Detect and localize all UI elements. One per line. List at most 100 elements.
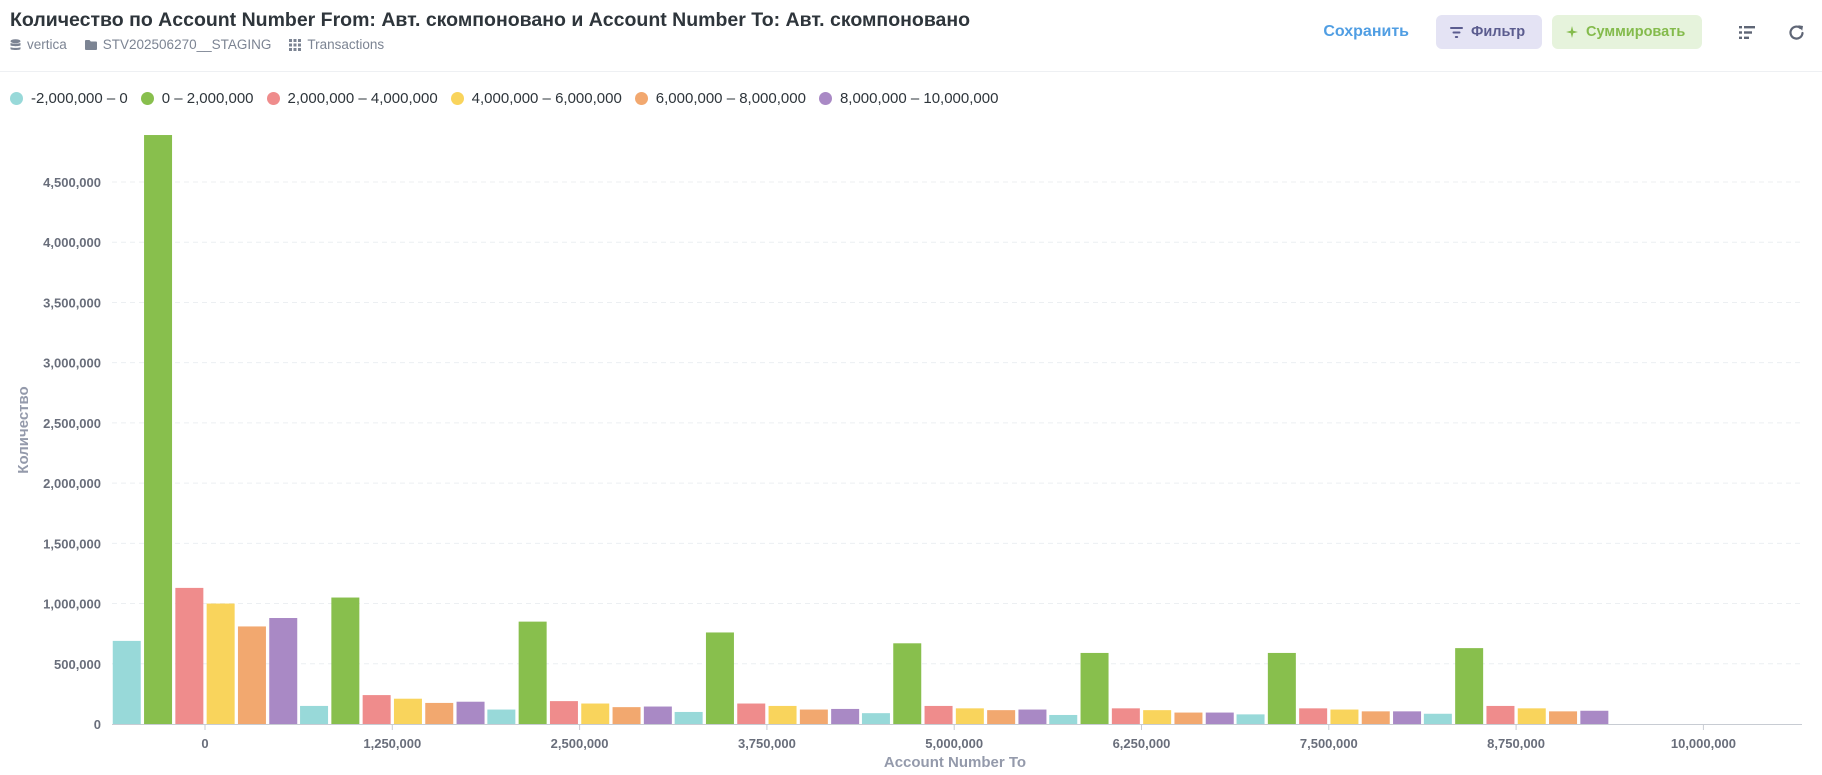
- x-tick-label: 7,500,000: [1300, 736, 1358, 751]
- bar[interactable]: [1423, 713, 1452, 724]
- filter-button[interactable]: Фильтр: [1436, 15, 1542, 49]
- chart-bars: [112, 135, 1609, 724]
- legend-label: 0 – 2,000,000: [161, 90, 254, 107]
- y-tick-label: 1,000,000: [43, 597, 101, 612]
- legend-label: 2,000,000 – 4,000,000: [287, 90, 438, 107]
- bar[interactable]: [1267, 652, 1296, 724]
- view-list-button[interactable]: [1736, 21, 1758, 43]
- legend-label: 8,000,000 – 10,000,000: [839, 90, 999, 107]
- x-tick-label: 10,000,000: [1671, 736, 1736, 751]
- bar[interactable]: [955, 708, 984, 724]
- bar[interactable]: [175, 587, 204, 724]
- bar[interactable]: [1018, 709, 1047, 724]
- legend-dot: [818, 92, 832, 105]
- bar[interactable]: [768, 705, 797, 724]
- y-tick-label: 2,500,000: [43, 416, 101, 431]
- legend-dot: [450, 92, 464, 105]
- bar[interactable]: [737, 703, 766, 724]
- bar[interactable]: [1580, 710, 1609, 724]
- page-header: Количество по Account Number From: Авт. …: [0, 0, 1822, 72]
- bar[interactable]: [487, 709, 516, 724]
- breadcrumb-label: Transactions: [307, 37, 385, 52]
- legend-label: -2,000,000 – 0: [31, 90, 128, 107]
- bar[interactable]: [425, 702, 454, 724]
- bar[interactable]: [643, 706, 672, 724]
- breadcrumb-table[interactable]: Transactions: [289, 37, 384, 52]
- legend-item[interactable]: 8,000,000 – 10,000,000: [818, 90, 999, 107]
- bar[interactable]: [1111, 708, 1140, 724]
- bar[interactable]: [269, 618, 298, 724]
- legend-item[interactable]: 4,000,000 – 6,000,000: [450, 90, 622, 107]
- bar[interactable]: [206, 603, 235, 724]
- bar[interactable]: [924, 705, 953, 724]
- bar[interactable]: [861, 713, 890, 724]
- bar[interactable]: [831, 708, 860, 724]
- legend-item[interactable]: 6,000,000 – 8,000,000: [634, 90, 806, 107]
- y-tick-label: 1,500,000: [43, 536, 101, 551]
- folder-icon: [84, 39, 97, 50]
- bar[interactable]: [362, 695, 391, 724]
- breadcrumb-label: vertica: [27, 37, 67, 52]
- bar[interactable]: [1549, 711, 1578, 724]
- breadcrumb-database[interactable]: vertica: [10, 37, 67, 52]
- save-button[interactable]: Сохранить: [1323, 23, 1409, 40]
- bar[interactable]: [1143, 710, 1172, 724]
- summarize-button[interactable]: Суммировать: [1552, 15, 1702, 49]
- bar[interactable]: [393, 698, 422, 724]
- bar[interactable]: [1299, 708, 1328, 724]
- bar[interactable]: [1393, 711, 1422, 724]
- bar[interactable]: [300, 705, 329, 724]
- bar[interactable]: [549, 701, 578, 724]
- bar[interactable]: [705, 632, 734, 724]
- x-tick-label: 2,500,000: [551, 736, 609, 751]
- bar[interactable]: [799, 709, 828, 724]
- list-icon: [1739, 25, 1755, 39]
- bar[interactable]: [1517, 708, 1546, 724]
- legend-item[interactable]: 0 – 2,000,000: [140, 90, 254, 107]
- bar[interactable]: [1080, 652, 1109, 724]
- bar[interactable]: [1486, 705, 1515, 724]
- bar[interactable]: [1361, 711, 1390, 724]
- bar[interactable]: [144, 135, 173, 724]
- refresh-button[interactable]: [1785, 21, 1807, 43]
- bar[interactable]: [1330, 709, 1359, 724]
- legend-dot: [10, 92, 23, 105]
- legend-dot: [266, 92, 280, 105]
- chart-axes: 0 500,000 1,000,000 1,500,000 2,000,000 2,500…: [43, 175, 1802, 751]
- bar[interactable]: [1049, 714, 1078, 724]
- bar[interactable]: [112, 640, 141, 724]
- legend-item[interactable]: 2,000,000 – 4,000,000: [266, 90, 438, 107]
- bar[interactable]: [674, 711, 703, 724]
- bar[interactable]: [1205, 712, 1234, 724]
- legend-label: 4,000,000 – 6,000,000: [471, 90, 622, 107]
- breadcrumb: vertica STV202506270__STAGING Transactio…: [10, 37, 402, 52]
- x-tick-label: 8,750,000: [1487, 736, 1545, 751]
- y-tick-label: 0: [94, 717, 101, 732]
- bar[interactable]: [456, 701, 485, 724]
- x-tick-label: 5,000,000: [925, 736, 983, 751]
- header-actions: Сохранить Фильтр Суммировать: [1323, 15, 1822, 49]
- grid-lines: [112, 181, 1802, 665]
- database-icon: [10, 38, 21, 50]
- legend-item[interactable]: -2,000,000 – 0: [10, 90, 128, 107]
- filter-icon: [1450, 26, 1463, 38]
- refresh-icon: [1788, 24, 1804, 40]
- bar[interactable]: [331, 597, 360, 724]
- sparkle-icon: [1566, 26, 1578, 38]
- grid-icon: [289, 38, 302, 51]
- bar[interactable]: [237, 626, 266, 724]
- y-tick-label: 500,000: [54, 657, 101, 672]
- bar[interactable]: [581, 703, 610, 724]
- bar[interactable]: [1174, 712, 1203, 724]
- x-tick-label: 1,250,000: [363, 736, 421, 751]
- bar[interactable]: [893, 643, 922, 724]
- x-tick-label: 3,750,000: [738, 736, 796, 751]
- bar[interactable]: [612, 707, 641, 724]
- legend-dot: [140, 92, 154, 105]
- bar[interactable]: [518, 621, 547, 724]
- breadcrumb-label: STV202506270__STAGING: [102, 37, 272, 52]
- breadcrumb-schema[interactable]: STV202506270__STAGING: [84, 37, 272, 52]
- bar[interactable]: [1455, 648, 1484, 724]
- bar[interactable]: [1236, 714, 1265, 724]
- bar[interactable]: [987, 710, 1016, 724]
